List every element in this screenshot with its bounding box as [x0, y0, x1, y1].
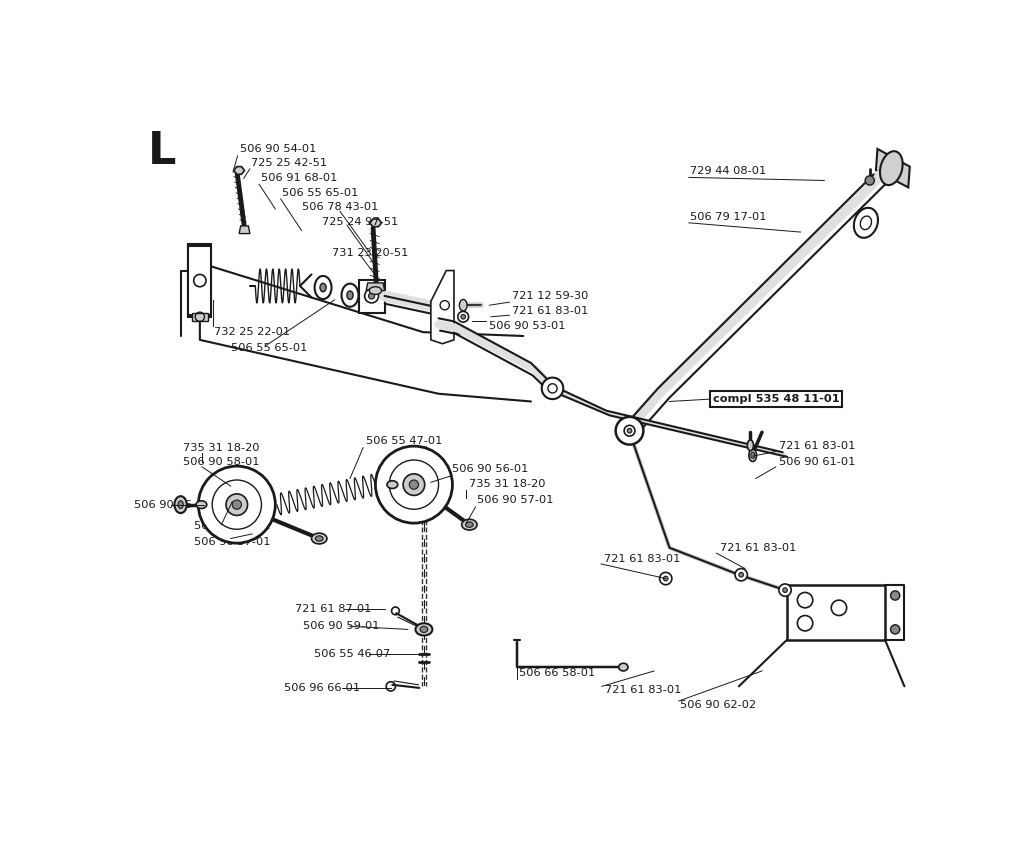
- Text: 731 23 20-51: 731 23 20-51: [332, 248, 408, 258]
- Polygon shape: [876, 149, 909, 187]
- Text: 506 55 65-01: 506 55 65-01: [231, 342, 308, 352]
- Text: 725 25 42-51: 725 25 42-51: [251, 158, 327, 168]
- Text: 721 61 83-01: 721 61 83-01: [604, 554, 681, 563]
- Text: 506 90 58-01: 506 90 58-01: [195, 521, 271, 531]
- Circle shape: [403, 474, 425, 496]
- Text: 506 91 68-01: 506 91 68-01: [261, 173, 337, 183]
- Ellipse shape: [311, 533, 327, 544]
- Text: 506 79 17-01: 506 79 17-01: [689, 212, 766, 223]
- Polygon shape: [786, 585, 885, 640]
- Ellipse shape: [618, 663, 628, 671]
- Ellipse shape: [466, 522, 473, 528]
- Ellipse shape: [387, 481, 397, 488]
- Circle shape: [739, 572, 743, 577]
- Ellipse shape: [751, 453, 755, 459]
- Text: 721 12 59-30: 721 12 59-30: [512, 291, 589, 301]
- Text: 506 78 43-01: 506 78 43-01: [301, 202, 378, 212]
- Polygon shape: [233, 167, 245, 175]
- Ellipse shape: [342, 283, 358, 307]
- Circle shape: [891, 625, 900, 634]
- Circle shape: [226, 494, 248, 515]
- Ellipse shape: [748, 440, 754, 451]
- Ellipse shape: [315, 536, 323, 541]
- Polygon shape: [193, 313, 208, 320]
- Text: 729 44 08-01: 729 44 08-01: [689, 166, 766, 176]
- Ellipse shape: [174, 497, 186, 513]
- Ellipse shape: [854, 208, 878, 238]
- Text: 732 25 22-01: 732 25 22-01: [214, 327, 290, 337]
- Text: 506 90 56-01: 506 90 56-01: [453, 464, 528, 475]
- Circle shape: [782, 588, 787, 593]
- Text: 506 90 53-01: 506 90 53-01: [489, 321, 566, 331]
- Text: 506 90 54-01: 506 90 54-01: [240, 144, 316, 154]
- Ellipse shape: [347, 291, 353, 299]
- Circle shape: [410, 480, 419, 489]
- Polygon shape: [367, 283, 385, 291]
- Circle shape: [625, 426, 635, 436]
- Text: 725 24 97-51: 725 24 97-51: [322, 217, 397, 227]
- Text: 506 90 61-01: 506 90 61-01: [779, 457, 855, 466]
- Ellipse shape: [196, 501, 207, 508]
- Ellipse shape: [314, 276, 332, 299]
- Text: 506 90 62-02: 506 90 62-02: [680, 700, 757, 710]
- Ellipse shape: [460, 299, 467, 311]
- Polygon shape: [188, 246, 211, 315]
- Polygon shape: [359, 280, 385, 313]
- Text: 721 61 83-01: 721 61 83-01: [605, 685, 681, 695]
- Text: 735 31 18-20: 735 31 18-20: [183, 443, 259, 453]
- Circle shape: [735, 568, 748, 581]
- Ellipse shape: [319, 283, 326, 292]
- Text: 735 31 18-20: 735 31 18-20: [469, 479, 545, 489]
- Circle shape: [461, 314, 466, 319]
- Circle shape: [369, 293, 375, 299]
- Circle shape: [365, 289, 379, 303]
- Circle shape: [865, 176, 874, 185]
- Circle shape: [199, 466, 275, 543]
- Text: 721 61 87-01: 721 61 87-01: [295, 604, 371, 615]
- Text: 506 90 57-01: 506 90 57-01: [195, 537, 271, 546]
- Text: 506 55 47-01: 506 55 47-01: [367, 436, 442, 446]
- Text: L: L: [147, 131, 176, 174]
- Text: compl 535 48 11-01: compl 535 48 11-01: [713, 395, 840, 404]
- Polygon shape: [240, 226, 250, 234]
- Text: 506 96 66-01: 506 96 66-01: [284, 683, 359, 693]
- Polygon shape: [431, 271, 454, 344]
- Text: 506 55 65-01: 506 55 65-01: [283, 188, 358, 198]
- Circle shape: [458, 311, 469, 322]
- Text: 506 90 58-01: 506 90 58-01: [183, 457, 259, 466]
- Text: 506 90 56-01: 506 90 56-01: [134, 500, 210, 510]
- Text: 506 90 57-01: 506 90 57-01: [477, 495, 554, 505]
- Ellipse shape: [880, 151, 903, 185]
- Ellipse shape: [416, 623, 432, 636]
- Text: 721 61 83-01: 721 61 83-01: [512, 306, 589, 315]
- Circle shape: [376, 446, 453, 524]
- Ellipse shape: [420, 626, 428, 632]
- Circle shape: [548, 384, 557, 393]
- Polygon shape: [188, 244, 211, 317]
- Circle shape: [779, 584, 792, 596]
- Text: 506 90 59-01: 506 90 59-01: [303, 621, 380, 631]
- Circle shape: [891, 591, 900, 600]
- Text: 721 61 83-01: 721 61 83-01: [779, 441, 855, 451]
- Circle shape: [628, 428, 632, 433]
- Ellipse shape: [370, 287, 382, 294]
- Circle shape: [664, 577, 668, 581]
- Circle shape: [542, 378, 563, 399]
- Circle shape: [232, 500, 242, 509]
- Ellipse shape: [749, 449, 757, 461]
- Text: 506 66 58-01: 506 66 58-01: [518, 668, 595, 678]
- Text: 721 61 83-01: 721 61 83-01: [720, 543, 796, 553]
- Ellipse shape: [462, 519, 477, 530]
- Ellipse shape: [178, 501, 183, 508]
- Polygon shape: [370, 219, 382, 227]
- Circle shape: [659, 572, 672, 585]
- Text: 506 55 46-07: 506 55 46-07: [313, 649, 390, 659]
- Circle shape: [615, 416, 643, 444]
